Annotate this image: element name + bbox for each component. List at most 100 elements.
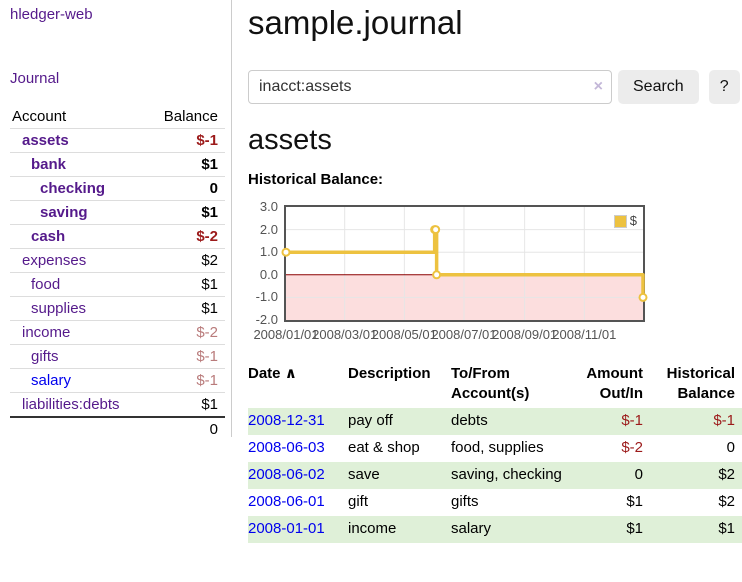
sort-ascending-icon: ∧ <box>284 365 297 382</box>
brand-link[interactable]: hledger-web <box>10 6 93 23</box>
account-balance: $1 <box>146 296 225 321</box>
main-content: sample.journal × Search ? assets Histori… <box>248 0 742 543</box>
transaction-description: pay off <box>348 412 393 429</box>
x-axis-tick-label: 2008/09/01 <box>492 327 558 342</box>
account-link-cash[interactable]: cash <box>31 228 66 245</box>
account-row: checking 0 <box>10 176 225 201</box>
transaction-row: 2008-01-01 income salary $1 $1 <box>248 516 742 543</box>
register-header-accounts: To/From Account(s) <box>451 365 530 402</box>
transaction-amount: $1 <box>626 493 643 510</box>
transaction-description: eat & shop <box>348 439 420 456</box>
transaction-description: gift <box>348 493 369 510</box>
chart-series-svg <box>281 207 648 320</box>
transaction-amount: $-2 <box>621 439 643 456</box>
transaction-date-link[interactable]: 2008-06-03 <box>248 439 325 456</box>
sidebar: hledger-web Journal Account Balance asse… <box>0 0 232 441</box>
accounts-header-account: Account <box>10 105 147 129</box>
historical-balance-chart: $ 3.0 2.0 1.0 0.0 -1.0 -2.0 2008/01/01 2008/03/… <box>248 199 648 344</box>
search-input[interactable] <box>248 70 612 104</box>
accounts-header-balance: Balance <box>146 105 225 129</box>
data-point-marker <box>431 225 441 235</box>
transaction-accounts: saving, checking <box>451 466 562 483</box>
account-link-liabilities-debts[interactable]: liabilities:debts <box>22 396 120 413</box>
transaction-accounts: gifts <box>451 493 479 510</box>
legend-label: $ <box>629 213 637 228</box>
account-row: assets $-1 <box>10 128 225 153</box>
account-link-assets[interactable]: assets <box>22 132 69 149</box>
account-link-income[interactable]: income <box>22 324 71 341</box>
account-balance: $-1 <box>146 368 225 393</box>
y-axis-tick-label: -2.0 <box>255 312 278 327</box>
chart-legend: $ <box>612 213 638 229</box>
x-axis-tick-label: 2008/01/01 <box>253 327 319 342</box>
account-link-salary[interactable]: salary <box>31 372 72 389</box>
transaction-date-link[interactable]: 2008-06-01 <box>248 493 325 510</box>
account-link-saving[interactable]: saving <box>40 204 88 221</box>
account-row: gifts $-1 <box>10 344 225 369</box>
transaction-amount: $1 <box>626 520 643 537</box>
account-balance: $-1 <box>146 128 225 153</box>
account-link-bank[interactable]: bank <box>31 156 67 173</box>
accounts-table-header: Account Balance <box>10 105 225 129</box>
transaction-balance: $2 <box>718 466 735 483</box>
help-button[interactable]: ? <box>708 70 740 104</box>
data-point-marker <box>638 292 648 302</box>
transaction-description: save <box>348 466 380 483</box>
account-balance: $1 <box>146 392 225 417</box>
account-link-food[interactable]: food <box>31 276 61 293</box>
transaction-row: 2008-06-02 save saving, checking 0 $2 <box>248 462 742 489</box>
register-header-date[interactable]: Date ∧ <box>248 360 348 408</box>
register-header-row: Date ∧ Description To/From Account(s) Am… <box>248 360 742 408</box>
transaction-description: income <box>348 520 397 537</box>
account-link-checking[interactable]: checking <box>40 180 106 197</box>
sidebar-item-journal[interactable]: Journal <box>10 70 60 87</box>
y-axis-tick-label: -1.0 <box>255 289 278 305</box>
transaction-row: 2008-12-31 pay off debts $-1 $-1 <box>248 408 742 435</box>
y-axis-tick-label: 0.0 <box>259 266 278 282</box>
transaction-row: 2008-06-03 eat & shop food, supplies $-2… <box>248 435 742 462</box>
account-balance: $-2 <box>146 320 225 345</box>
transaction-balance: $1 <box>718 520 735 537</box>
y-axis-tick-label: 3.0 <box>259 199 278 214</box>
transaction-date-link[interactable]: 2008-12-31 <box>248 412 325 429</box>
account-link-expenses[interactable]: expenses <box>22 252 87 269</box>
account-row: salary $-1 <box>10 368 225 393</box>
account-link-supplies[interactable]: supplies <box>31 300 87 317</box>
register-header-amount: Amount Out/In <box>586 365 643 402</box>
account-balance: 0 <box>146 176 225 201</box>
account-row: supplies $1 <box>10 296 225 321</box>
transaction-amount: $-1 <box>621 412 643 429</box>
chart-title: Historical Balance: <box>248 171 384 188</box>
x-axis-tick-label: 2008/11/01 <box>552 327 617 342</box>
account-balance: $1 <box>146 200 225 225</box>
account-row: expenses $2 <box>10 248 225 273</box>
chart-plot-area[interactable]: $ <box>281 205 648 322</box>
x-axis-tick-label: 2008/03/01 <box>312 327 378 342</box>
clear-search-icon[interactable]: × <box>593 78 603 95</box>
x-axis-tick-label: 2008/07/01 <box>431 327 497 342</box>
account-balance: $1 <box>146 272 225 297</box>
account-row: saving $1 <box>10 200 225 225</box>
accounts-total-value: 0 <box>146 416 225 441</box>
y-axis-tick-label: 1.0 <box>259 244 278 260</box>
transaction-balance: $-1 <box>713 412 735 429</box>
account-row: cash $-2 <box>10 224 225 249</box>
account-row: income $-2 <box>10 320 225 345</box>
x-axis-tick-label: 2008/05/01 <box>371 327 437 342</box>
account-link-gifts[interactable]: gifts <box>31 348 59 365</box>
register-header-date-label: Date <box>248 365 281 382</box>
search-button[interactable]: Search <box>618 70 699 104</box>
accounts-table: Account Balance assets $-1 bank $1 check… <box>10 105 225 441</box>
accounts-total-row: 0 <box>10 416 225 441</box>
data-point-marker <box>281 247 291 257</box>
transaction-balance: 0 <box>726 439 735 456</box>
transaction-date-link[interactable]: 2008-01-01 <box>248 520 325 537</box>
transaction-balance: $2 <box>718 493 735 510</box>
transaction-accounts: debts <box>451 412 488 429</box>
transaction-date-link[interactable]: 2008-06-02 <box>248 466 325 483</box>
transaction-amount: 0 <box>634 466 643 483</box>
account-balance: $1 <box>146 152 225 177</box>
data-point-marker <box>432 270 442 280</box>
account-row: liabilities:debts $1 <box>10 392 225 417</box>
transaction-accounts: food, supplies <box>451 439 544 456</box>
